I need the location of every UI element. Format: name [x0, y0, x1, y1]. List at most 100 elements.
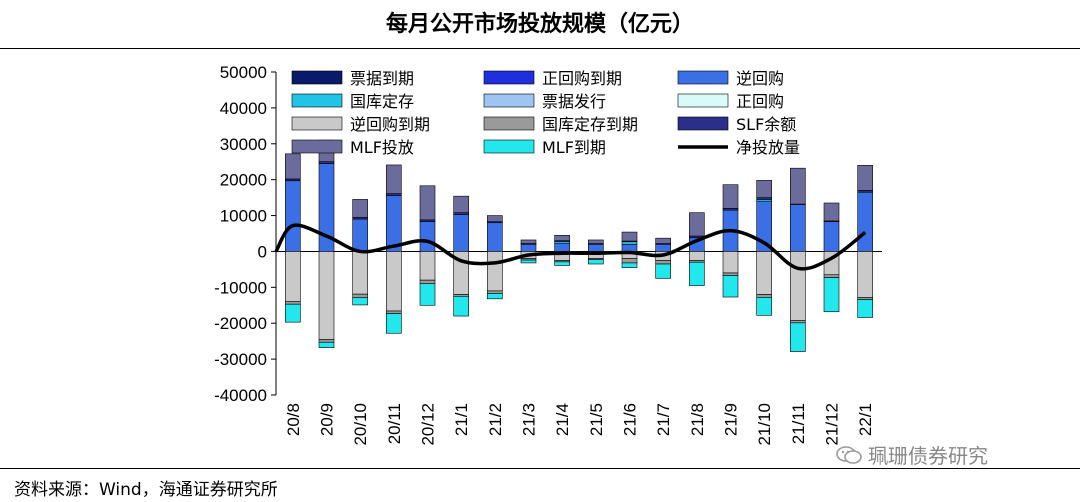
- bar-mlf-maturity: [790, 322, 806, 352]
- bar-mlf-injection: [285, 153, 301, 180]
- bar-reverse-repo-maturity: [722, 251, 739, 274]
- bar-mlf-injection: [588, 239, 604, 244]
- x-tick-label: 21/11: [789, 403, 808, 444]
- bar-treasury-deposit-maturity: [352, 293, 368, 299]
- legend-label-repo-maturity: 正回购到期: [542, 69, 622, 88]
- title-rule: [0, 48, 1080, 49]
- bar-reverse-repo: [554, 242, 570, 252]
- bar-mlf-maturity: [419, 283, 436, 306]
- bar-reverse-repo: [790, 204, 806, 252]
- x-tick-label: 21/10: [755, 403, 774, 446]
- bar-treasury-deposit-maturity: [722, 272, 739, 276]
- legend-swatch-bill-issue: [483, 93, 535, 108]
- chart-title: 每月公开市场投放规模（亿元）: [385, 11, 694, 37]
- bar-mlf-injection: [621, 231, 638, 242]
- x-tick-label: 21/3: [520, 403, 539, 436]
- y-tick-label: 20000: [220, 171, 267, 190]
- bar-mlf-maturity: [722, 275, 739, 298]
- legend-label-repo: 正回购: [736, 92, 784, 111]
- bar-mlf-injection: [823, 202, 840, 222]
- bar-reverse-repo: [487, 222, 503, 252]
- bar-mlf-maturity: [453, 296, 469, 317]
- bar-mlf-maturity: [352, 297, 368, 306]
- bar-mlf-maturity: [655, 263, 671, 279]
- bar-mlf-injection: [453, 195, 469, 213]
- bar-reverse-repo-maturity: [318, 251, 335, 340]
- bar-mlf-injection: [756, 180, 772, 198]
- legend-label-mlf-maturity: MLF到期: [542, 138, 606, 157]
- watermark: 珮珊债券研究: [836, 440, 988, 469]
- watermark-text: 珮珊债券研究: [868, 444, 988, 468]
- y-tick-label: -10000: [214, 278, 267, 297]
- legend-swatch-reverse-repo-maturity: [291, 116, 343, 131]
- legend-swatch-mlf-injection: [291, 139, 343, 154]
- x-tick-label: 21/4: [553, 403, 572, 436]
- bar-mlf-injection: [386, 164, 402, 194]
- bar-mlf-injection: [554, 234, 570, 241]
- bar-reverse-repo-maturity: [352, 251, 368, 295]
- bar-mlf-maturity: [756, 297, 772, 316]
- bar-mlf-maturity: [520, 259, 537, 264]
- bar-mlf-maturity: [857, 299, 873, 318]
- bar-reverse-repo-maturity: [386, 251, 402, 312]
- bar-reverse-repo-maturity: [285, 251, 301, 302]
- bar-reverse-repo: [857, 191, 873, 252]
- x-tick-label: 22/1: [856, 403, 875, 436]
- bar-reverse-repo: [453, 214, 469, 252]
- legend-label-bill-maturity: 票据到期: [350, 69, 414, 88]
- bar-reverse-repo: [352, 218, 368, 252]
- bar-reverse-repo: [655, 243, 671, 252]
- legend-label-reverse-repo: 逆回购: [736, 69, 784, 88]
- legend-label-treasury-deposit: 国库定存: [350, 92, 414, 111]
- bar-reverse-repo-maturity: [756, 251, 772, 295]
- bar-treasury-deposit-maturity: [621, 258, 638, 264]
- bar-reverse-repo-maturity: [689, 251, 705, 261]
- bar-treasury-deposit-maturity: [823, 274, 840, 278]
- y-tick-label: 40000: [220, 99, 267, 118]
- x-tick-label: 21/8: [688, 403, 707, 436]
- x-tick-label: 21/6: [621, 403, 640, 436]
- bar-reverse-repo: [285, 180, 301, 252]
- x-tick-label: 20/11: [385, 403, 404, 444]
- bar-reverse-repo: [520, 243, 537, 252]
- x-tick-label: 21/9: [722, 403, 741, 436]
- legend-swatch-treasury-deposit: [291, 93, 343, 108]
- bar-reverse-repo: [823, 221, 840, 252]
- legend-swatch-reverse-repo: [677, 70, 729, 85]
- wechat-icon: [836, 445, 862, 464]
- x-tick-label: 20/10: [351, 403, 370, 446]
- y-tick-label: -40000: [214, 386, 267, 405]
- x-tick-label: 21/12: [823, 403, 842, 446]
- bar-mlf-injection: [722, 184, 739, 209]
- y-tick-label: 10000: [220, 207, 267, 226]
- source-note: 资料来源：Wind，海通证券研究所: [14, 480, 278, 500]
- bar-mlf-injection: [520, 239, 537, 244]
- bar-mlf-injection: [655, 237, 671, 244]
- bar-reverse-repo: [588, 243, 604, 252]
- bar-treasury-deposit-maturity: [857, 297, 873, 300]
- x-tick-label: 20/8: [284, 403, 303, 436]
- legend-swatch-slf-balance: [677, 116, 729, 131]
- legend-swatch-repo: [677, 93, 729, 108]
- bar-treasury-deposit-maturity: [386, 310, 402, 314]
- bar-mlf-injection: [352, 199, 368, 218]
- bar-reverse-repo-maturity: [487, 251, 503, 292]
- net-injection-line: [274, 223, 867, 271]
- bar-mlf-maturity: [823, 277, 840, 313]
- legend-label-treasury-deposit-maturity: 国库定存到期: [542, 115, 638, 134]
- bar-treasury-deposit-maturity: [285, 301, 301, 305]
- bar-mlf-injection: [487, 215, 503, 222]
- x-tick-label: 21/1: [452, 403, 471, 436]
- y-tick-label: -30000: [214, 350, 267, 369]
- bar-mlf-injection: [419, 185, 436, 221]
- bar-mlf-maturity: [386, 313, 402, 334]
- bar-treasury-deposit-maturity: [419, 279, 436, 285]
- legend-label-bill-issue: 票据发行: [542, 92, 606, 111]
- y-tick-label: -20000: [214, 314, 267, 333]
- bar-treasury-deposit: [621, 241, 638, 245]
- legend-swatch-mlf-maturity: [483, 139, 535, 154]
- bar-reverse-repo: [419, 221, 436, 252]
- bar-treasury-deposit-maturity: [790, 320, 806, 324]
- legend-swatch-bill-maturity: [291, 70, 343, 85]
- bar-reverse-repo-maturity: [419, 251, 436, 281]
